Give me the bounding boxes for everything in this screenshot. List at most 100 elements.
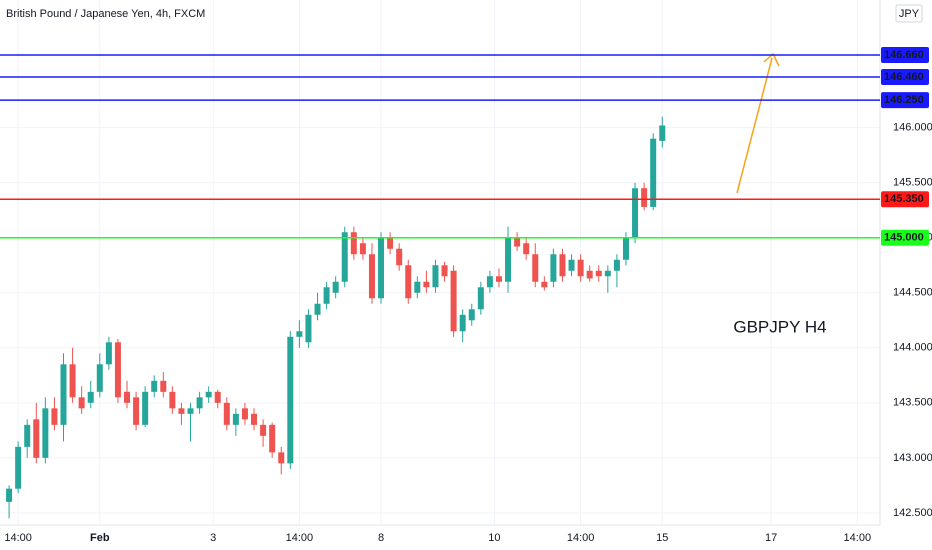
candle-body (260, 424, 267, 436)
candle-body (223, 402, 230, 425)
candle-body (486, 276, 493, 288)
candle-body (42, 408, 49, 458)
level-label: 146.250 (884, 94, 924, 106)
candle-body (323, 287, 330, 304)
x-tick-label: 3 (210, 532, 216, 544)
x-tick-label: 15 (656, 532, 668, 544)
x-tick-label: 17 (765, 532, 777, 544)
candle-body (559, 254, 566, 277)
candle-body (51, 408, 58, 425)
annotation: GBPJPY H4 (733, 317, 826, 336)
candle-body (495, 276, 502, 282)
candle-body (622, 237, 629, 260)
candle-body (441, 265, 448, 277)
candle-body (468, 309, 475, 321)
candle-body (586, 270, 593, 279)
x-tick-label: 8 (378, 532, 384, 544)
candle-body (432, 265, 439, 288)
candle-body (459, 314, 466, 332)
candle-body (523, 243, 530, 255)
candle-body (124, 391, 131, 403)
y-tick-label: 142.500 (893, 507, 932, 519)
level-label: 146.660 (884, 49, 924, 61)
candle-body (151, 380, 158, 392)
candle-body (187, 408, 194, 414)
candle-body (595, 270, 602, 277)
candle-body (196, 397, 203, 409)
candle-body (477, 287, 484, 310)
candle-body (114, 342, 121, 398)
x-tick-label: 14:00 (286, 532, 314, 544)
y-tick-label: 144.000 (893, 342, 932, 354)
candle-body (550, 254, 557, 282)
level-label: 145.000 (884, 232, 924, 244)
candle-body (659, 125, 666, 141)
candle-body (78, 397, 85, 409)
level-tag (881, 229, 929, 246)
candle-body (232, 413, 239, 425)
candle-body (632, 188, 639, 238)
candle-body (650, 138, 657, 207)
candle-body (350, 232, 357, 255)
level-tag (881, 191, 929, 208)
candle-body (405, 265, 412, 299)
y-tick-label: 143.000 (893, 452, 932, 464)
candle-body (414, 281, 421, 293)
y-tick-label: 145.500 (893, 177, 932, 189)
candle-body (368, 254, 375, 299)
candle-body (332, 281, 339, 293)
currency-label[interactable]: JPY (899, 8, 920, 20)
candle-body (241, 408, 248, 420)
candle-body (214, 391, 221, 403)
candle-body (133, 397, 140, 425)
candle-body (278, 452, 285, 464)
arrow-head (763, 52, 780, 67)
y-tick-label: 144.500 (893, 287, 932, 299)
currency-button[interactable] (895, 4, 923, 23)
level-label: 146.460 (884, 71, 924, 83)
candle-body (96, 364, 103, 392)
candle-body (24, 424, 31, 447)
candle-body (169, 391, 176, 409)
x-tick-label: Feb (90, 532, 110, 544)
arrow (736, 57, 773, 194)
candle-body (6, 488, 13, 502)
candle-body (613, 259, 620, 271)
candle-body (568, 259, 575, 271)
level-tag (881, 69, 929, 86)
chart-title: British Pound / Japanese Yen, 4h, FXCM (6, 8, 205, 20)
x-tick-label: 14:00 (4, 532, 32, 544)
x-tick-label: 14:00 (567, 532, 595, 544)
candle-body (641, 188, 648, 207)
candle-body (33, 419, 40, 458)
candle-body (314, 303, 321, 315)
candle-body (205, 391, 212, 398)
candle-body (305, 314, 312, 343)
level-label: 145.350 (884, 193, 924, 205)
candle-body (178, 408, 185, 414)
candle-body (15, 446, 22, 489)
candle-body (514, 237, 521, 247)
y-tick-label: 143.500 (893, 397, 932, 409)
level-tag (881, 47, 929, 64)
candle-body (387, 237, 394, 249)
candle-body (160, 380, 167, 392)
candle-body (296, 331, 303, 337)
candle-body (87, 391, 94, 403)
candle-body (604, 270, 611, 277)
candle-body (541, 281, 548, 288)
candle-body (60, 364, 67, 425)
candle-body (269, 424, 276, 453)
candle-body (423, 281, 430, 288)
candle-body (450, 270, 457, 332)
candle-body (577, 259, 584, 277)
candle-body (505, 237, 512, 282)
candle-body (378, 237, 385, 299)
candle-body (359, 243, 366, 255)
x-tick-label: 10 (488, 532, 500, 544)
candle-body (105, 342, 112, 365)
candle-body (251, 413, 258, 425)
candle-body (396, 248, 403, 266)
